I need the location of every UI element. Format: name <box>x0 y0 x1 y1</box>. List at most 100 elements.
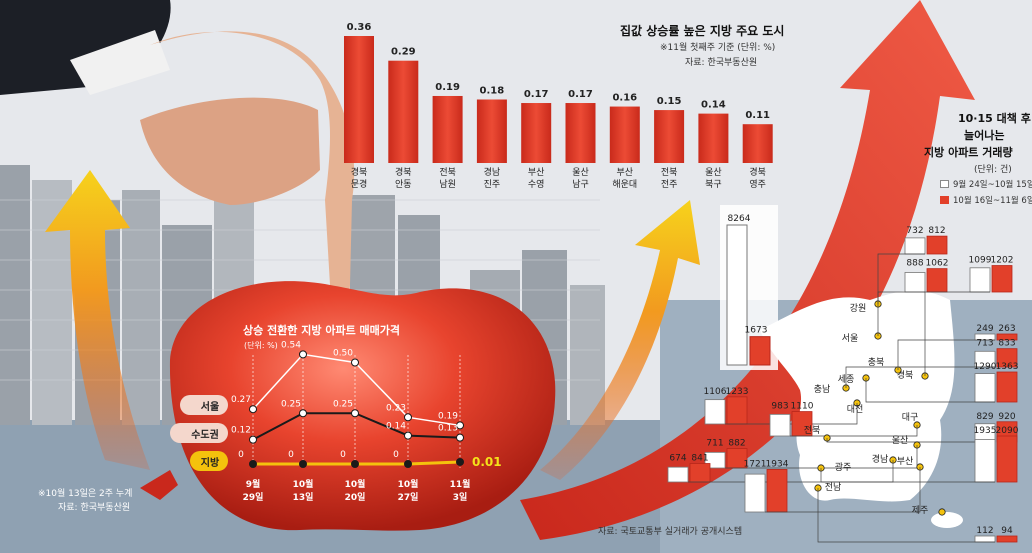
bar-value-label-2: 0.19 <box>435 82 460 93</box>
region-name-4: 충남 <box>814 384 831 395</box>
total-before-label: 8264 <box>728 214 751 224</box>
region-leader-line-2 <box>924 291 990 376</box>
series-value-label-0-1: 0.54 <box>281 340 301 350</box>
region-after-label-3: 263 <box>998 324 1015 334</box>
korea-map <box>760 290 955 502</box>
region-name-5: 세종 <box>838 374 855 385</box>
bar-category-label-4-1: 수영 <box>528 179 545 190</box>
x-tick-label-2-1: 20일 <box>345 491 366 503</box>
region-after-label-1: 1062 <box>926 259 949 269</box>
region-after-label-8: 920 <box>998 412 1015 422</box>
region-after-label-11: 2090 <box>996 426 1019 436</box>
bar-category-label-8-1: 북구 <box>705 179 722 190</box>
series-point-0-2 <box>351 358 359 367</box>
region-name-6: 대전 <box>847 404 864 415</box>
region-before-label-8: 829 <box>976 412 993 422</box>
chart1-subtitle: ※11월 첫째주 기준 (단위: %) <box>660 43 776 53</box>
region-name-14: 제주 <box>912 505 929 516</box>
series-point-2-2 <box>351 460 359 468</box>
chart2-unit: (단위: %) <box>244 341 278 350</box>
bar-category-label-6-1: 해운대 <box>612 179 637 190</box>
total-bar-before <box>726 224 748 366</box>
legend-before-swatch <box>940 180 949 188</box>
region-after-label-7: 1110 <box>791 402 814 412</box>
region-after-label-9: 882 <box>728 439 745 449</box>
x-tick-label-0-0: 9월 <box>246 478 261 490</box>
region-after-label-4: 833 <box>998 339 1015 349</box>
region-name-13: 전남 <box>825 482 842 493</box>
bar-category-label-9-0: 경북 <box>749 166 766 178</box>
region-name-1: 서울 <box>842 333 859 344</box>
yellow-arrow-left-icon <box>45 170 150 470</box>
bar-category-label-8-0: 울산 <box>705 167 722 178</box>
bar-category-label-0-0: 경북 <box>351 166 368 178</box>
region-name-12: 부산 <box>897 456 914 467</box>
bar-category-label-6-0: 부산 <box>617 167 634 178</box>
x-tick-label-0-1: 29일 <box>243 491 264 503</box>
series-value-label-1-4: 0.13 <box>438 424 458 434</box>
bar-value-label-6: 0.16 <box>612 93 637 104</box>
region-bar-after-3 <box>996 333 1018 341</box>
region-leader-line-13 <box>817 488 995 543</box>
region-before-label-11: 1935 <box>974 426 997 436</box>
pointing-hand <box>150 31 355 297</box>
region-after-label-5: 1363 <box>996 362 1019 372</box>
region-name-8: 전북 <box>804 425 821 436</box>
series-value-label-2-2: 0 <box>340 450 346 460</box>
region-before-label-10: 674 <box>669 453 686 463</box>
bar-category-label-4-0: 부산 <box>528 167 545 178</box>
region-after-label-12: 1934 <box>766 459 789 469</box>
pill-region-bg <box>190 451 228 471</box>
region-bar-after-5 <box>996 371 1018 403</box>
chart1-source: 자료: 한국부동산원 <box>685 58 758 68</box>
region-after-label-6: 1233 <box>726 387 749 397</box>
series-value-label-0-4: 0.19 <box>438 411 458 421</box>
region-bar-after-1 <box>926 268 948 293</box>
x-tick-label-3-0: 10월 <box>398 478 419 490</box>
bar-category-label-0-1: 문경 <box>351 178 368 190</box>
region-leader-line-12 <box>765 467 921 513</box>
series-value-label-1-2: 0.25 <box>333 399 353 409</box>
bar-category-label-7-1: 전주 <box>661 179 678 190</box>
series-point-1-0 <box>249 435 257 444</box>
series-value-label-2-4: 0.01 <box>472 455 502 469</box>
region-name-9: 울산 <box>892 435 909 446</box>
yellow-arrow-right-icon <box>540 200 700 480</box>
chart3-title-line3: 지방 아파트 거래량 <box>924 146 1013 159</box>
region-after-label-0: 812 <box>928 226 945 236</box>
series-point-0-4 <box>456 421 464 430</box>
bar-category-label-2-1: 남원 <box>439 179 456 190</box>
series-value-label-0-0: 0.27 <box>231 395 251 405</box>
region-after-label-2: 1202 <box>991 256 1014 266</box>
total-bar-after <box>749 336 771 366</box>
region-bar-before-7 <box>769 413 791 437</box>
bar-value-label-8: 0.14 <box>701 100 726 111</box>
chart2-note: ※10월 13일은 2주 누계 <box>38 489 133 499</box>
region-after-label-10: 841 <box>691 453 708 463</box>
x-tick-label-4-0: 11월 <box>450 478 471 490</box>
region-bar-before-5 <box>974 373 996 403</box>
region-before-label-7: 983 <box>771 402 788 412</box>
bar-7 <box>654 110 685 163</box>
series-name-label-2: 지방 <box>201 456 220 469</box>
series-point-2-3 <box>404 460 412 468</box>
chart1-title: 집값 상승률 높은 지방 주요 도시 <box>620 24 785 38</box>
region-bar-before-13 <box>974 535 996 543</box>
series-point-1-1 <box>299 409 307 418</box>
series-point-0-0 <box>249 405 257 414</box>
series-point-1-3 <box>404 431 412 440</box>
bar-9 <box>742 124 773 163</box>
bar-category-label-1-0: 경북 <box>395 166 412 178</box>
region-bar-after-10 <box>689 463 711 483</box>
balloon-knot <box>140 470 178 500</box>
region-leader-line-8 <box>826 438 995 443</box>
bar-value-label-4: 0.17 <box>524 89 549 100</box>
series-value-label-0-3: 0.23 <box>386 403 406 413</box>
region-bar-before-12 <box>744 473 766 513</box>
bar-value-label-3: 0.18 <box>480 86 505 97</box>
series-point-2-0 <box>249 460 257 468</box>
region-dot-14 <box>938 508 946 516</box>
region-leader-line-11 <box>820 468 995 483</box>
